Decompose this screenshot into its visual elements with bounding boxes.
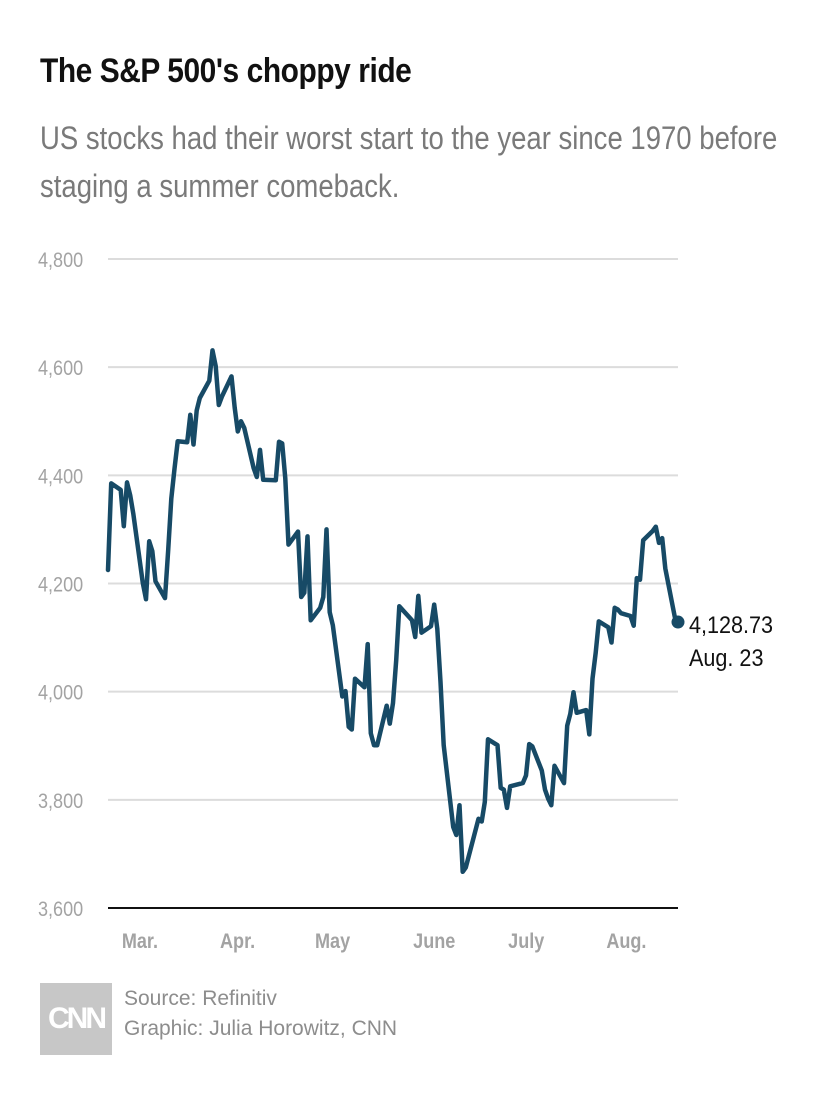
source-note: Source: Refinitiv Graphic: Julia Horowit… <box>124 984 397 1044</box>
y-axis-ticks: 4,800 4,600 4,400 4,200 4,000 3,800 3,600 <box>38 249 83 922</box>
x-tick-label: Apr. <box>220 930 255 954</box>
end-date-label: Aug. 23 <box>689 644 763 671</box>
series-line <box>105 348 681 875</box>
cnn-logo: CNN <box>40 983 112 1055</box>
y-tick-label: 3,800 <box>38 790 83 814</box>
chart-title: The S&P 500's choppy ride <box>40 52 412 90</box>
x-axis-ticks: Mar. Apr. May June July Aug. <box>122 930 647 954</box>
credit-text: Graphic: Julia Horowitz, CNN <box>124 1017 398 1040</box>
x-tick-label: July <box>508 930 544 954</box>
chart-subtitle: US stocks had their worst start to the y… <box>40 120 778 204</box>
x-tick-label: May <box>315 930 350 954</box>
end-point-marker <box>671 615 685 629</box>
y-tick-label: 3,600 <box>38 898 83 922</box>
y-tick-label: 4,400 <box>38 465 83 489</box>
line-chart: 4,800 4,600 4,400 4,200 4,000 3,800 3,600 Mar.… <box>38 249 773 954</box>
source-text: Source: Refinitiv <box>124 987 277 1010</box>
gridlines <box>108 258 678 801</box>
y-tick-label: 4,000 <box>38 681 83 705</box>
x-tick-label: Aug. <box>606 930 646 954</box>
x-tick-label: June <box>413 930 455 954</box>
y-tick-label: 4,600 <box>38 357 83 381</box>
end-value-label: 4,128.73 <box>689 611 773 638</box>
y-tick-label: 4,800 <box>38 249 83 273</box>
y-tick-label: 4,200 <box>38 573 83 597</box>
x-tick-label: Mar. <box>122 930 158 954</box>
